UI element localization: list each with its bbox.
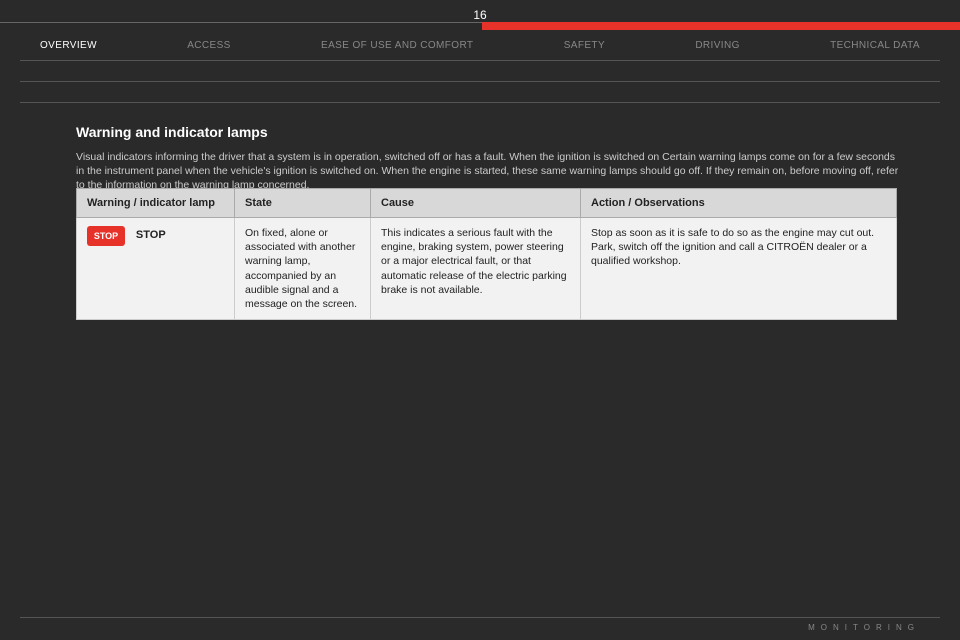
- breadcrumb-item-access: Access: [187, 40, 231, 51]
- top-accent-bar: [482, 22, 960, 30]
- header-rule-2: [20, 81, 940, 82]
- section-footer-label: MONITORING: [808, 623, 920, 632]
- page-root: 16 Overview Access Ease of use and comfo…: [0, 0, 960, 640]
- stop-lamp-icon: STOP: [87, 226, 125, 246]
- breadcrumb-nav: Overview Access Ease of use and comfort …: [0, 40, 960, 51]
- col-header-action: Action / Observations: [581, 189, 897, 218]
- table-header-row: Warning / indicator lamp State Cause Act…: [77, 189, 897, 218]
- header-rule-group: [20, 60, 940, 123]
- col-header-cause: Cause: [371, 189, 581, 218]
- header-rule-1: [20, 60, 940, 61]
- lamp-name-label: STOP: [136, 226, 166, 243]
- header-rule-3: [20, 102, 940, 103]
- section-heading: Warning and indicator lamps: [76, 124, 268, 140]
- cell-state: On fixed, alone or associated with anoth…: [235, 218, 371, 320]
- table-row: STOP STOP On fixed, alone or associated …: [77, 218, 897, 320]
- col-header-lamp: Warning / indicator lamp: [77, 189, 235, 218]
- cell-cause: This indicates a serious fault with the …: [371, 218, 581, 320]
- breadcrumb-item-overview: Overview: [40, 40, 97, 51]
- cell-action: Stop as soon as it is safe to do so as t…: [581, 218, 897, 320]
- breadcrumb-item-ease: Ease of use and comfort: [321, 40, 473, 51]
- page-number: 16: [473, 8, 486, 22]
- breadcrumb-item-technical: Technical data: [830, 40, 920, 51]
- col-header-state: State: [235, 189, 371, 218]
- bottom-rule: [20, 617, 940, 618]
- breadcrumb-item-driving: Driving: [695, 40, 739, 51]
- breadcrumb-item-safety: Safety: [564, 40, 605, 51]
- intro-paragraph: Visual indicators informing the driver t…: [76, 150, 900, 193]
- cell-lamp: STOP STOP: [77, 218, 235, 320]
- warning-lamp-table: Warning / indicator lamp State Cause Act…: [76, 188, 897, 320]
